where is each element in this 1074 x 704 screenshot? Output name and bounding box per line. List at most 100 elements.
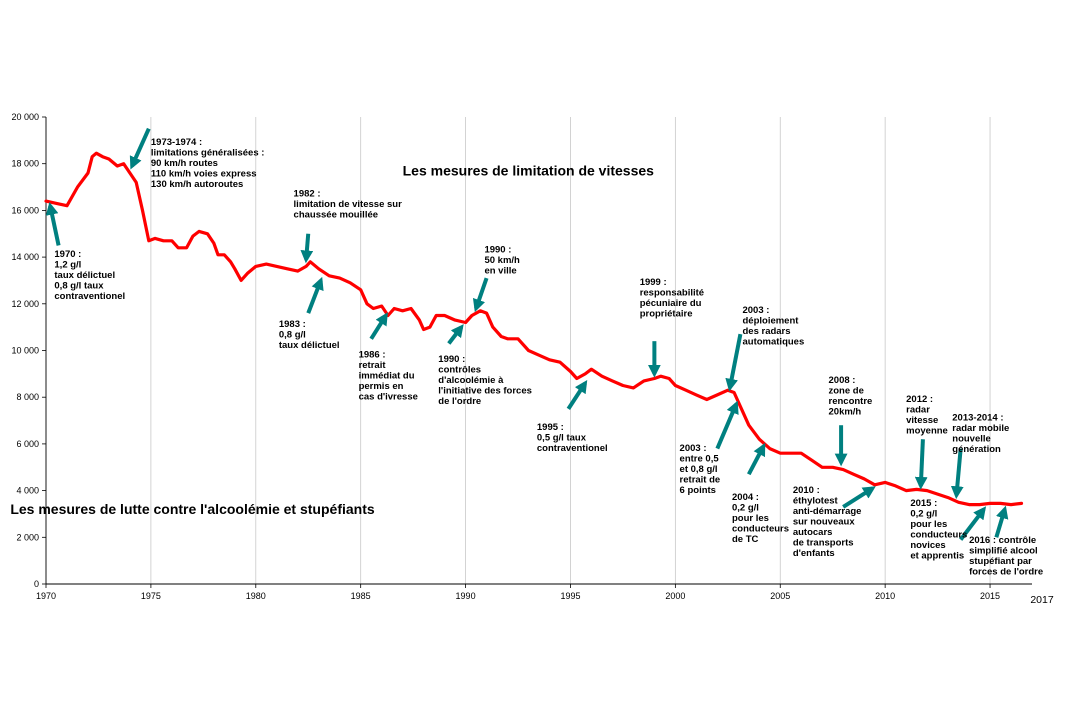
data-point <box>695 394 697 396</box>
data-point <box>979 504 981 506</box>
section-title: Les mesures de limitation de vitesses <box>403 162 655 178</box>
data-point <box>444 314 446 317</box>
data-point <box>171 240 173 242</box>
data-point <box>309 261 311 263</box>
annotation-line: conducteurs <box>910 529 967 540</box>
annotation-line: éthylotest <box>793 495 839 506</box>
x-tick-label: 2005 <box>770 591 790 601</box>
section-titles: Les mesures de limitation de vitesses Les… <box>10 162 654 517</box>
annotation-line: 1970 : <box>54 249 81 260</box>
data-point <box>366 303 368 305</box>
data-point <box>611 380 614 382</box>
data-point <box>387 314 389 317</box>
annotation-line: sur nouveaux <box>793 516 855 527</box>
x-axis-ticks: 1970 1975 1980 1985 1990 1995 2000 2005 2010 2015… <box>36 584 1054 606</box>
annotation-line: 0,8 g/l taux <box>54 281 104 292</box>
data-point <box>162 240 165 242</box>
annotation-line: 0,2 g/l <box>732 502 759 513</box>
data-point <box>741 410 744 412</box>
annotation-line: 0,8 g/l <box>279 330 306 341</box>
annotation-line: limitations généralisées : <box>151 148 265 159</box>
data-point <box>286 268 288 270</box>
annotation-line: contraventionel <box>537 443 608 454</box>
data-point <box>832 466 834 468</box>
annotation-arrow <box>842 486 876 509</box>
annotation-line: 2013-2014 : <box>952 413 1003 424</box>
data-point <box>206 233 209 235</box>
y-tick-label: 14 000 <box>11 252 39 262</box>
data-point <box>339 277 341 279</box>
data-point <box>884 481 886 483</box>
annotation-line: de l'ordre <box>438 396 481 407</box>
annotation-line: chaussée mouillée <box>294 209 378 220</box>
annotation-arrow <box>959 506 987 541</box>
data-point <box>349 282 351 284</box>
data-point <box>790 452 792 454</box>
data-point <box>958 501 960 503</box>
annotation-line: responsabilité <box>640 288 704 299</box>
data-point <box>465 321 467 324</box>
data-point <box>486 312 488 314</box>
data-point <box>926 490 928 492</box>
x-tick-label: 1980 <box>246 591 266 601</box>
annotation-line: immédiat du <box>359 371 415 382</box>
annotation-line: 1,2 g/l <box>54 260 81 271</box>
annotation-line: déploiement <box>742 316 799 327</box>
annotation-line: l'initiative des forces <box>438 386 532 397</box>
y-tick-label: 6 000 <box>16 439 39 449</box>
data-point <box>148 240 150 242</box>
annotation-arrow <box>950 448 964 500</box>
annotation-arrow <box>747 442 766 476</box>
grid-lines <box>150 117 991 584</box>
data-point <box>674 384 677 387</box>
data-point <box>500 335 502 338</box>
data-point <box>769 448 771 450</box>
annotation-line: autocars <box>793 527 833 538</box>
annotation-line: contrôles <box>438 365 481 376</box>
annotation-arrows <box>45 127 1009 541</box>
annotation-line: pécuniaire du <box>640 298 702 309</box>
y-tick-label: 4 000 <box>16 486 39 496</box>
annotation-line: 2003 : <box>742 305 769 316</box>
annotation-arrow <box>306 276 324 314</box>
annotation-line: 1990 : <box>438 354 465 365</box>
data-point <box>758 438 760 440</box>
data-point <box>1010 504 1012 506</box>
data-point <box>716 394 718 396</box>
data-point <box>622 384 624 387</box>
data-point <box>234 268 236 270</box>
annotation-line: permis en <box>359 381 404 392</box>
annotation-line: novices <box>910 540 945 551</box>
data-point <box>548 359 551 361</box>
data-point <box>223 254 225 256</box>
data-point <box>66 205 68 207</box>
annotation-line: des radars <box>742 326 790 337</box>
annotation-line: automatiques <box>742 337 804 348</box>
data-point <box>590 368 593 370</box>
annotation-arrow <box>472 277 489 313</box>
annotation-line: génération <box>952 444 1001 455</box>
data-point <box>538 354 540 356</box>
annotation-arrow <box>725 333 743 392</box>
x-tick-label: 2000 <box>665 591 685 601</box>
annotation-line: 2015 : <box>910 498 937 509</box>
annotation-line: conducteurs <box>732 523 789 534</box>
data-point <box>240 279 242 281</box>
data-point <box>632 387 635 389</box>
annotation-line: en ville <box>484 265 516 276</box>
data-point <box>492 326 494 328</box>
annotation-line: cas d'ivresse <box>359 392 418 403</box>
annotation-line: retrait <box>359 360 387 371</box>
data-point <box>733 391 735 394</box>
annotation-line: zone de <box>829 386 864 397</box>
data-point <box>217 254 219 256</box>
y-tick-label: 12 000 <box>11 299 39 309</box>
annotation: 1990 :50 km/hen ville <box>484 244 520 276</box>
